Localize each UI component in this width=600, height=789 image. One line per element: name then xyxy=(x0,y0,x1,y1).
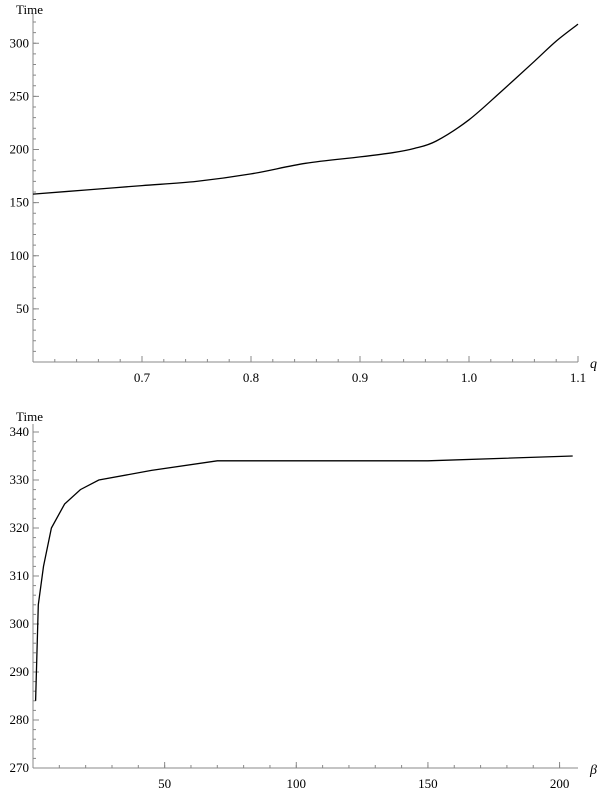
y-tick-label: 200 xyxy=(10,142,30,157)
y-tick-label: 280 xyxy=(10,712,30,727)
y-axis-title: Time xyxy=(16,2,43,17)
x-tick-label: 0.8 xyxy=(243,370,259,385)
x-tick-label: 1.1 xyxy=(570,370,586,385)
y-axis-title: Time xyxy=(16,409,43,424)
time-vs-beta-chart: Time β 50 100 150 200 270 280 290 300 310 320 330 3… xyxy=(10,409,598,789)
y-tick-label: 300 xyxy=(10,35,30,50)
y-tick-label: 300 xyxy=(10,616,30,631)
y-tick-label: 150 xyxy=(10,195,30,210)
time-vs-q-chart: Time q 0.7 0.8 0.9 1.0 1.1 50 100 150 200 250 300 xyxy=(10,2,598,385)
x-axis-title: β xyxy=(589,763,597,778)
x-tick-label: 1.0 xyxy=(461,370,477,385)
x-tick-label: 0.9 xyxy=(352,370,368,385)
y-tick-label: 100 xyxy=(10,248,30,263)
x-tick-label: 50 xyxy=(158,776,171,789)
x-tick-label: 100 xyxy=(287,776,307,789)
x-axis-title: q xyxy=(590,357,597,372)
x-tick-label: 0.7 xyxy=(134,370,151,385)
series-line xyxy=(34,455,573,701)
y-tick-label: 330 xyxy=(10,472,30,487)
y-tick-label: 50 xyxy=(16,301,29,316)
x-tick-label: 200 xyxy=(550,776,570,789)
y-tick-label: 340 xyxy=(10,424,30,439)
y-tick-label: 250 xyxy=(10,88,30,103)
y-tick-label: 270 xyxy=(10,760,30,775)
y-tick-label: 290 xyxy=(10,664,30,679)
y-tick-label: 310 xyxy=(10,568,30,583)
series-line xyxy=(32,23,579,195)
x-tick-label: 150 xyxy=(418,776,438,789)
y-tick-label: 320 xyxy=(10,520,30,535)
